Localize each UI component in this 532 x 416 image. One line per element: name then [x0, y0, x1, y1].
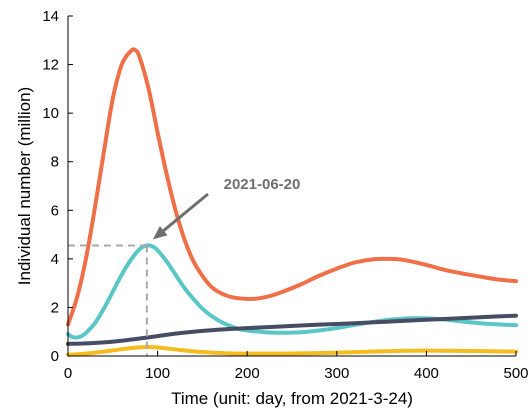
x-tick-label: 0	[64, 365, 72, 382]
series-line-1	[66, 47, 518, 327]
y-tick-label: 6	[51, 202, 59, 219]
annotation-layer	[68, 192, 209, 356]
x-tick-label: 200	[235, 365, 260, 382]
y-tick-label: 10	[42, 105, 59, 122]
x-axis-title: Time (unit: day, from 2021-3-24)	[171, 389, 413, 408]
x-tick-label: 300	[324, 365, 349, 382]
y-tick-label: 12	[42, 57, 59, 74]
y-tick-label: 14	[42, 8, 59, 25]
x-tick-label: 100	[145, 365, 170, 382]
y-tick-label: 8	[51, 154, 59, 171]
annotation-arrow-head	[152, 225, 168, 240]
x-tick-label: 500	[503, 365, 528, 382]
y-tick-label: 0	[51, 348, 59, 365]
y-tick-label: 4	[51, 251, 59, 268]
annotation-label: 2021-06-20	[224, 176, 301, 193]
axes: 0 100 200 300 400 500 0 2 4 6 8 10 12 14	[42, 8, 528, 382]
series-line-2	[66, 243, 518, 340]
annotation-arrow-shaft	[162, 192, 209, 232]
series-layer	[66, 47, 518, 357]
series-line-3	[66, 313, 518, 346]
y-tick-label: 2	[51, 299, 59, 316]
series-line-4	[66, 344, 518, 357]
x-tick-label: 400	[414, 365, 439, 382]
y-axis-title: Individual number (million)	[15, 87, 34, 285]
